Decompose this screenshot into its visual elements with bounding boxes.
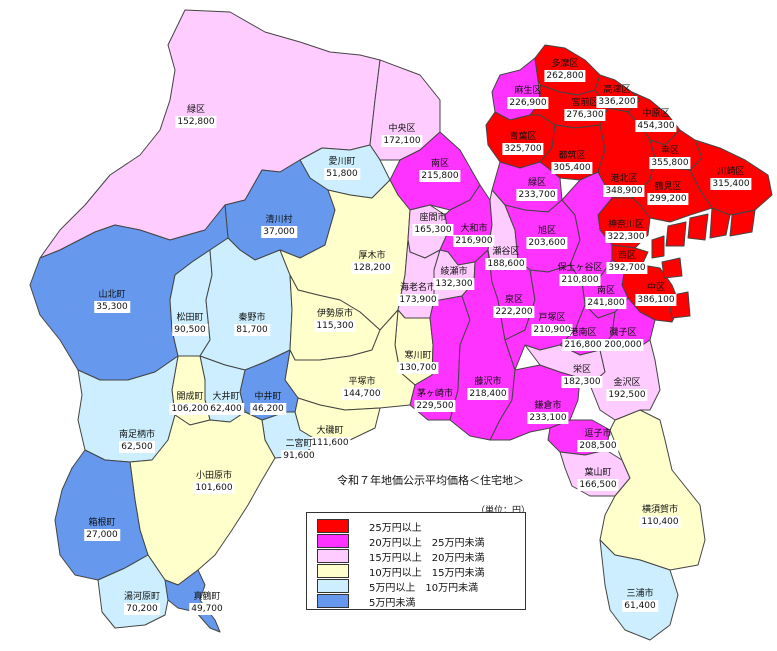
- legend-swatch: [317, 579, 349, 593]
- label-matsuda: 松田町 90,500: [172, 313, 208, 336]
- label-ayase: 綾瀬市 132,300: [433, 267, 475, 290]
- label-minamiashigara: 南足柄市 62,500: [118, 430, 156, 453]
- label-manazuru: 真鶴町 49,700: [189, 592, 225, 615]
- label-atsugi: 厚木市 128,200: [351, 251, 393, 274]
- label-ebina: 海老名市 173,900: [397, 283, 439, 306]
- label-yamato: 大和市 216,900: [453, 224, 495, 247]
- legend-swatch: [317, 534, 349, 548]
- label-odawara: 小田原市 101,600: [193, 471, 235, 494]
- label-hodogaya: 保土ヶ谷区 210,800: [557, 263, 603, 286]
- label-kohoku: 港北区 348,900: [603, 174, 645, 197]
- label-yokosuka: 横須賀市 110,400: [639, 505, 681, 528]
- label-kanagawa-ku: 神奈川区 322,300: [605, 220, 647, 243]
- label-hayama: 葉山町 166,500: [577, 468, 619, 491]
- label-midori-yokohama: 緑区 233,700: [516, 178, 558, 201]
- label-izumi: 泉区 222,200: [493, 295, 535, 318]
- label-kawasaki-ku: 川崎区 315,400: [710, 167, 752, 190]
- region-hodogaya: [561, 171, 613, 283]
- label-hakone: 箱根町 27,000: [84, 518, 120, 541]
- label-zama: 座間市 165,300: [412, 213, 454, 236]
- label-konan: 港南区 216,800: [562, 328, 604, 351]
- label-aikawa: 愛川町 51,800: [324, 157, 360, 180]
- label-oi: 大井町 62,400: [208, 392, 244, 415]
- region-miura: [599, 539, 679, 641]
- legend-label: 15万円以上 20万円未満: [369, 553, 485, 564]
- label-tsuzuki: 都筑区 305,400: [551, 151, 593, 174]
- label-totsuka: 戸塚区 210,900: [531, 313, 573, 336]
- label-naka: 中区 386,100: [635, 283, 677, 306]
- label-hadano: 秦野市 81,700: [234, 313, 270, 336]
- label-kanazawa: 金沢区 192,500: [606, 378, 648, 401]
- reclaimed-land: [661, 257, 683, 279]
- legend-label: 25万円以上: [369, 523, 422, 534]
- label-zushi: 逗子市 208,500: [577, 429, 619, 452]
- legend-label: 5万円以上 10万円未満: [369, 583, 479, 594]
- label-seya: 瀬谷区 188,600: [485, 247, 527, 270]
- label-ninomiya: 二宮町 91,600: [281, 439, 317, 462]
- label-kiyokawa: 清川村 37,000: [261, 215, 297, 238]
- legend: 25万円以上 20万円以上 25万円未満 15万円以上 20万円未満 10万円以…: [306, 512, 526, 610]
- reclaimed-land: [729, 209, 756, 237]
- map-title: 令和７年地価公示平均価格＜住宅地＞: [337, 474, 524, 487]
- label-yugawara: 湯河原町 70,200: [123, 592, 161, 615]
- legend-swatch: [317, 564, 349, 578]
- label-nakai: 中井町 46,200: [250, 392, 286, 415]
- label-takatsu: 高津区 336,200: [596, 85, 638, 108]
- legend-label: 10万円以上 15万円未満: [369, 568, 485, 579]
- label-kamakura: 鎌倉市 233,100: [527, 401, 569, 424]
- reclaimed-land: [665, 221, 687, 247]
- legend-label: 20万円以上 25万円未満: [369, 538, 485, 549]
- label-samukawa: 寒川町 130,700: [397, 351, 439, 374]
- legend-label: 5万円未満: [369, 598, 416, 609]
- label-saiwai: 幸区 355,800: [649, 146, 691, 169]
- label-midori-sagamihara: 緑区 152,800: [175, 105, 217, 128]
- label-chigasaki: 茅ヶ崎市 229,500: [414, 389, 456, 412]
- label-minami-sagamihara: 南区 215,800: [419, 159, 461, 182]
- label-hiratsuka: 平塚市 144,700: [341, 377, 383, 400]
- legend-swatch: [317, 549, 349, 563]
- label-minami-yokohama: 南区 241,800: [585, 286, 627, 309]
- label-fujisawa: 藤沢市 218,400: [467, 377, 509, 400]
- label-sakae: 栄区 182,300: [561, 365, 603, 388]
- reclaimed-land: [709, 207, 731, 239]
- label-tama: 多摩区 262,800: [544, 59, 586, 82]
- unit-note: （単位：円）: [476, 506, 531, 516]
- label-tsurumi: 鶴見区 299,200: [647, 182, 689, 205]
- legend-swatch: [317, 519, 349, 533]
- label-asao: 麻生区 226,900: [507, 86, 549, 109]
- label-nishi: 西区 392,700: [606, 251, 648, 274]
- label-yamakita: 山北町 35,300: [94, 290, 130, 313]
- region-hadano: [199, 237, 293, 371]
- label-chuo-sagamihara: 中央区 172,100: [381, 124, 423, 147]
- region-manazuru: [164, 569, 221, 633]
- label-miyamae: 宮前区 276,300: [564, 98, 606, 121]
- reclaimed-land: [651, 235, 665, 259]
- label-miura: 三浦市 61,400: [622, 589, 658, 612]
- label-nakahara: 中原区 454,300: [635, 109, 677, 132]
- legend-swatch: [317, 594, 349, 608]
- label-asahi: 旭区 203,600: [526, 226, 568, 249]
- label-oiso: 大磯町 111,600: [309, 426, 351, 449]
- label-isogo: 磯子区 200,000: [602, 328, 644, 351]
- label-kaisei: 開成町 106,200: [169, 392, 211, 415]
- label-aoba: 青葉区 325,700: [502, 132, 544, 155]
- label-isehara: 伊勢原市 115,300: [314, 309, 356, 332]
- reclaimed-land: [687, 213, 709, 241]
